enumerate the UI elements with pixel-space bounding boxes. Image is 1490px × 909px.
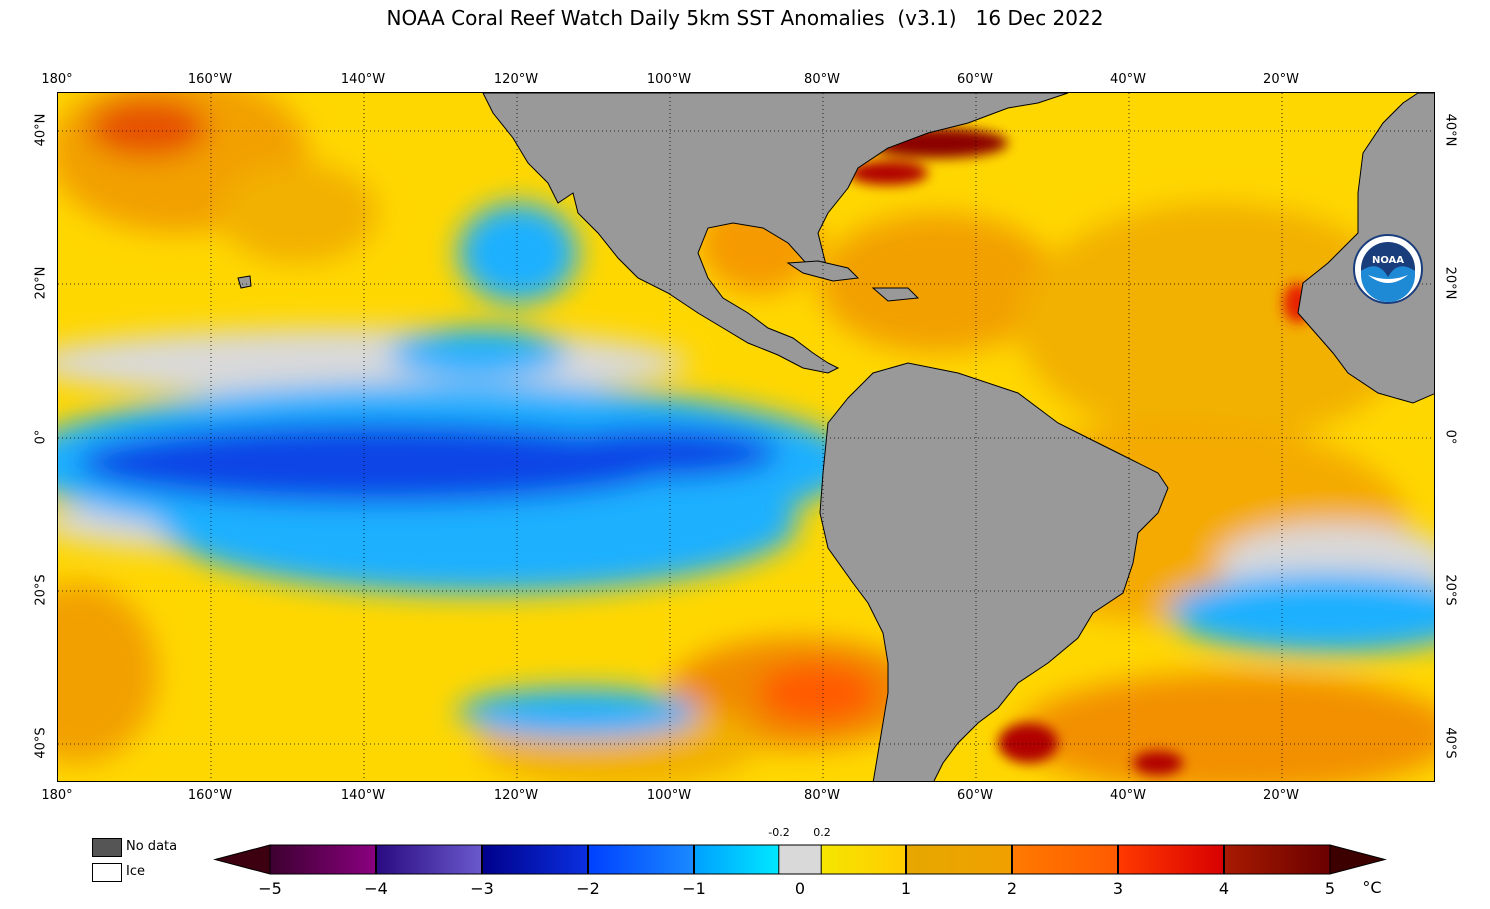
cold-anomaly-region (78, 423, 678, 503)
page-title: NOAA Coral Reef Watch Daily 5km SST Anom… (386, 6, 1104, 30)
cold-anomaly-region (388, 328, 568, 378)
hispaniola (871, 287, 920, 302)
lon-tick-top: 180° (41, 72, 73, 87)
warm-anomaly-region (58, 583, 158, 763)
colorbar-tick-label: 0 (794, 879, 806, 898)
colorbar-segment (1012, 845, 1118, 874)
no-data-label: No data (126, 839, 178, 854)
colorbar-tick-label: 3 (1112, 879, 1124, 898)
colorbar-tick-label: −3 (470, 879, 494, 898)
noaa-logo: NOAA (1353, 234, 1423, 304)
colorbar-unit: °C (1362, 878, 1382, 897)
colorbar-segments (213, 844, 1387, 875)
colorbar-tick-label: 4 (1218, 879, 1230, 898)
lon-tick-bottom: 40°W (1110, 788, 1146, 803)
lat-tick-left: 40°N (33, 113, 49, 147)
lon-tick-bottom: 80°W (804, 788, 840, 803)
lon-tick-bottom: 100°W (646, 788, 692, 803)
colorbar-tick-label: 5 (1324, 879, 1336, 898)
lon-tick-bottom: 160°W (187, 788, 233, 803)
cold-anomaly-region (458, 203, 578, 303)
colorbar-segment (906, 845, 1012, 874)
anomaly-field (58, 93, 1434, 781)
cold-anomaly-region (1168, 573, 1434, 653)
lon-tick-top: 120°W (493, 72, 539, 87)
lon-tick-bottom: 120°W (493, 788, 539, 803)
strong-warm-patch (1133, 751, 1183, 775)
map-canvas: NOAA (58, 93, 1434, 781)
colorbar-small-label: -0.2 (768, 826, 790, 839)
warm-anomaly-region (1018, 673, 1434, 781)
lon-tick-top: 100°W (646, 72, 692, 87)
warm-anomaly-region (758, 663, 878, 723)
logo-bird (1361, 266, 1415, 302)
lat-tick-left: 0° (33, 429, 49, 445)
lon-tick-top: 60°W (957, 72, 993, 87)
lon-tick-top: 140°W (340, 72, 386, 87)
graticule (58, 93, 1434, 781)
colorbar-segment (778, 845, 822, 874)
lon-tick-bottom: 60°W (957, 788, 993, 803)
cold-anomaly-region (458, 688, 698, 738)
colorbar-segment (588, 845, 694, 874)
colorbar-min-extend (213, 844, 271, 875)
no-data-swatch (92, 838, 122, 857)
warm-anomaly-region (218, 163, 378, 263)
hawaii (237, 275, 252, 289)
lat-tick-right: 20°S (1442, 574, 1458, 606)
colorbar-max-extend (1329, 844, 1387, 875)
colorbar-segment (482, 845, 588, 874)
strong-warm-patch (998, 723, 1058, 763)
lat-tick-right: 40°N (1442, 113, 1458, 147)
colorbar-ticks (375, 845, 1225, 874)
colorbar-segment (270, 845, 376, 874)
colorbar-tick-label: 1 (900, 879, 912, 898)
lon-tick-bottom: 180° (41, 788, 73, 803)
warm-anomaly-region (818, 213, 1058, 353)
colorbar-tick-label: −5 (258, 879, 282, 898)
lon-tick-bottom: 20°W (1263, 788, 1299, 803)
colorbar-small-label: 0.2 (813, 826, 831, 839)
colorbar-tick-label: −1 (682, 879, 706, 898)
lon-tick-top: 80°W (804, 72, 840, 87)
sst-anomaly-map: NOAA (57, 92, 1435, 782)
lat-tick-left: 40°S (33, 727, 49, 759)
cold-anomaly-region (538, 428, 778, 478)
colorbar-frame (269, 844, 1331, 875)
lat-tick-right: 20°N (1442, 266, 1458, 300)
lon-tick-bottom: 140°W (340, 788, 386, 803)
colorbar-segment (694, 845, 779, 874)
north-america (482, 93, 1069, 374)
cuba (786, 260, 860, 282)
colorbar-segment (1118, 845, 1224, 874)
logo-text: NOAA (1372, 255, 1404, 266)
ice-label: Ice (126, 864, 145, 879)
warm-anomaly-region (1018, 203, 1418, 443)
ice-swatch (92, 863, 122, 882)
colorbar-segment (376, 845, 482, 874)
lon-tick-top: 20°W (1263, 72, 1299, 87)
lon-tick-top: 160°W (187, 72, 233, 87)
south-america (819, 362, 1169, 781)
logo-wave (1368, 275, 1408, 283)
warm-anomaly-region (88, 98, 208, 158)
colorbar-segment (1224, 845, 1330, 874)
colorbar-tick-label: −4 (364, 879, 388, 898)
lon-tick-top: 40°W (1110, 72, 1146, 87)
lat-tick-right: 40°S (1442, 727, 1458, 759)
lat-tick-left: 20°S (33, 574, 49, 606)
colorbar-segment (821, 845, 906, 874)
colorbar-tick-label: −2 (576, 879, 600, 898)
strong-warm-patch (848, 161, 928, 185)
lat-tick-right: 0° (1442, 429, 1458, 445)
lat-tick-left: 20°N (33, 266, 49, 300)
colorbar-tick-label: 2 (1006, 879, 1018, 898)
